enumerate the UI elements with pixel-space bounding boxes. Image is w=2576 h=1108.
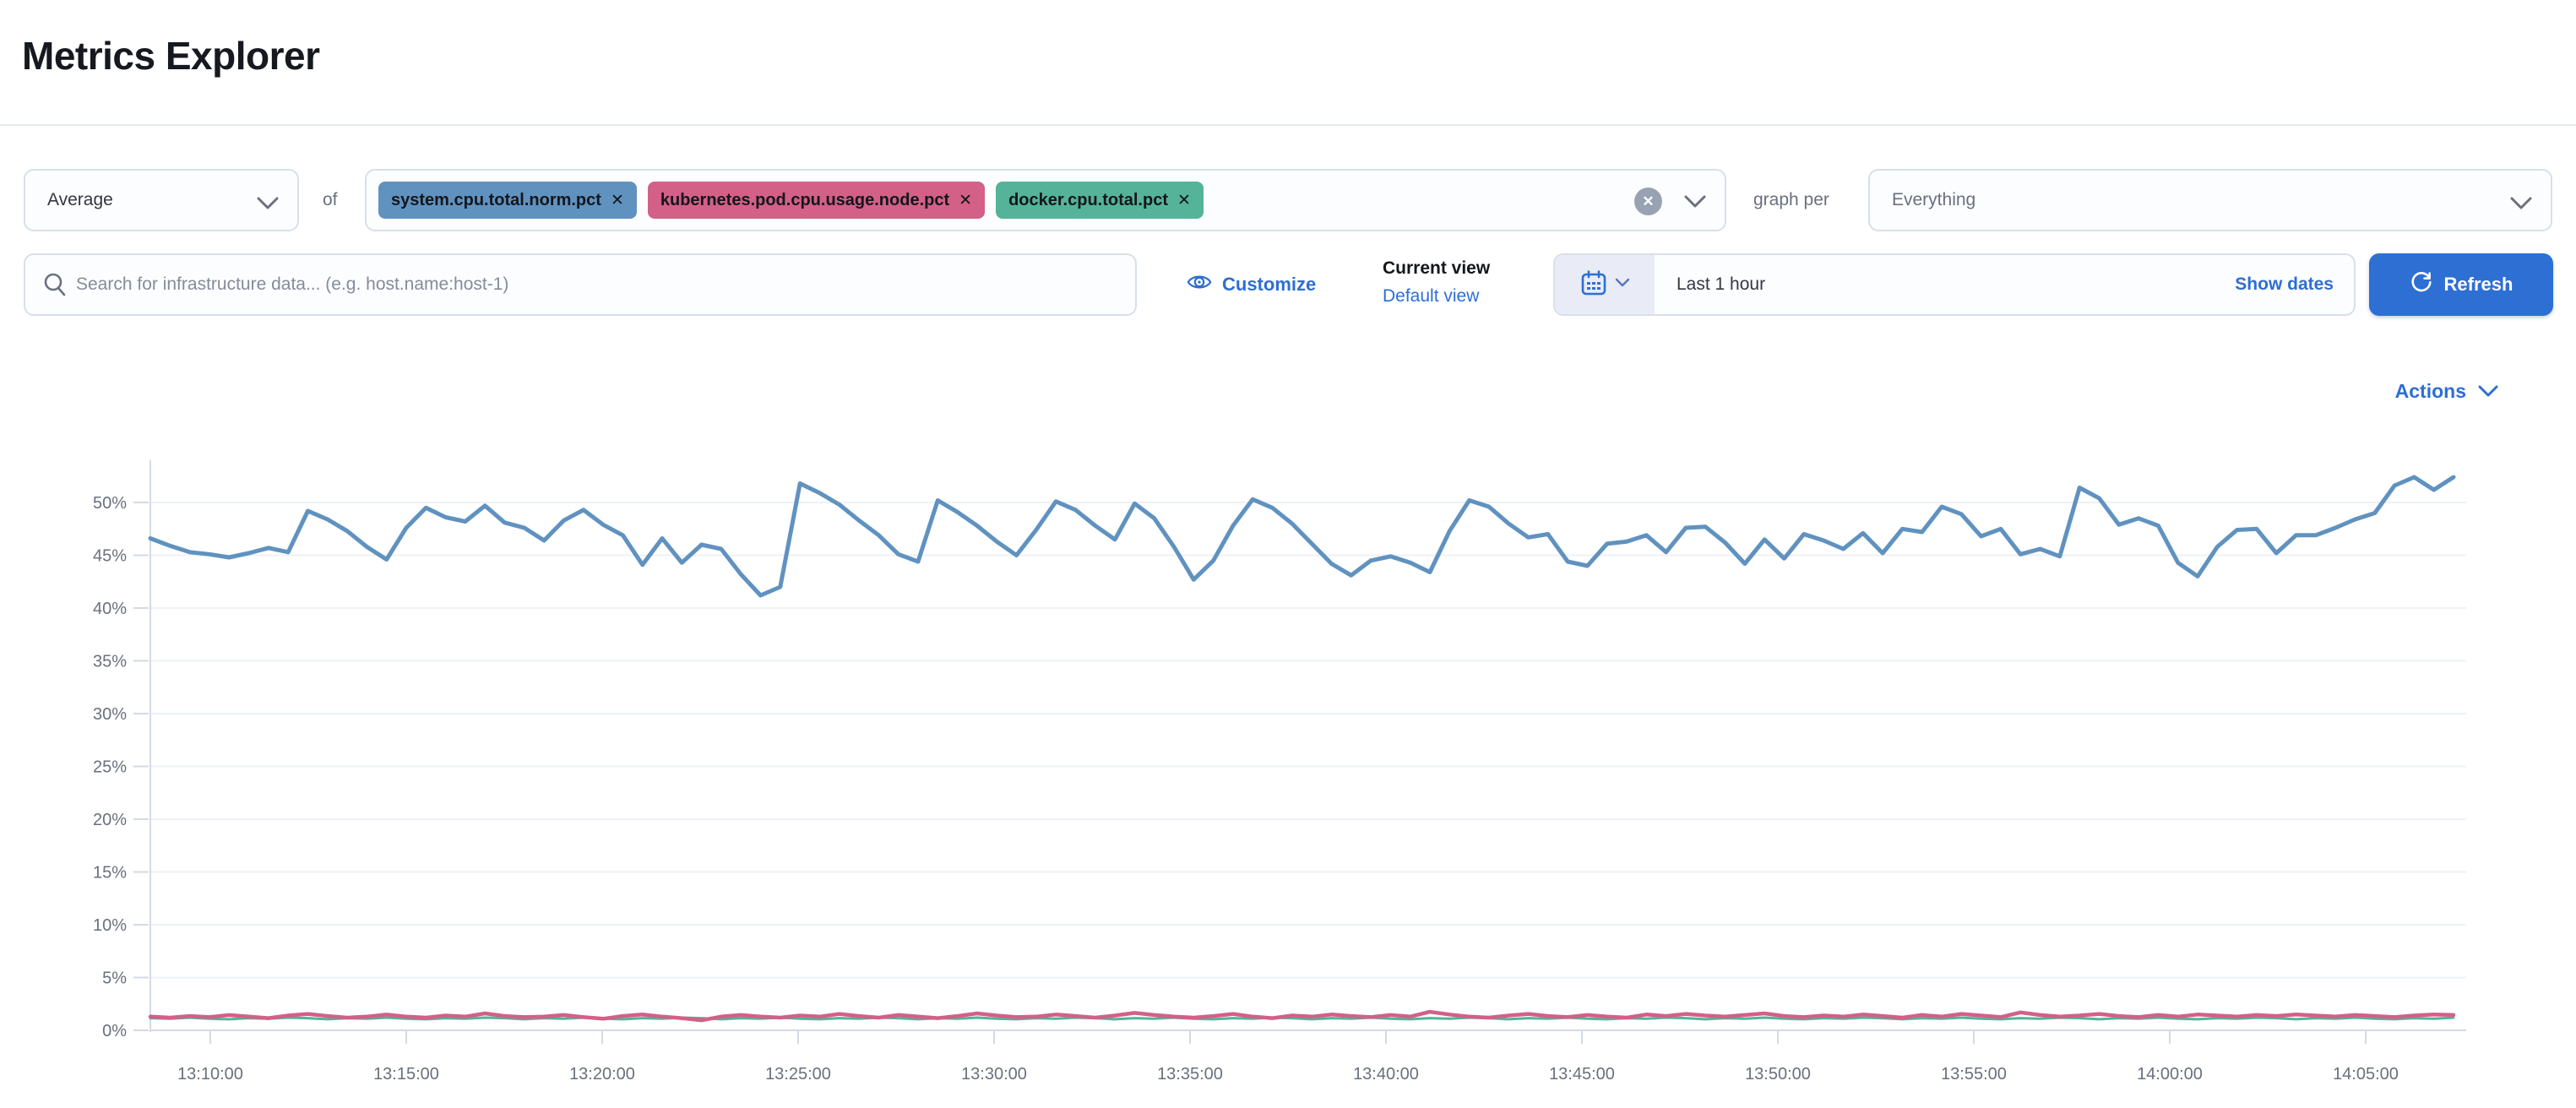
show-dates-link[interactable]: Show dates bbox=[2235, 274, 2334, 294]
metrics-combobox[interactable]: system.cpu.total.norm.pct ✕ kubernetes.p… bbox=[365, 169, 1726, 231]
metric-badge-label: system.cpu.total.norm.pct bbox=[391, 190, 601, 209]
metric-badge[interactable]: kubernetes.pod.cpu.usage.node.pct ✕ bbox=[647, 182, 986, 219]
refresh-icon bbox=[2410, 270, 2433, 299]
query-toolbar: Customize Current view Default view Last… bbox=[0, 253, 2576, 316]
svg-text:13:50:00: 13:50:00 bbox=[1745, 1065, 1811, 1084]
chevron-down-icon bbox=[257, 195, 279, 215]
svg-text:13:30:00: 13:30:00 bbox=[961, 1065, 1027, 1084]
time-range-value[interactable]: Last 1 hour bbox=[1677, 274, 1766, 294]
actions-menu-button[interactable]: Actions bbox=[2395, 380, 2498, 403]
svg-text:35%: 35% bbox=[93, 653, 127, 671]
svg-text:13:15:00: 13:15:00 bbox=[373, 1065, 439, 1084]
chevron-down-icon[interactable] bbox=[1684, 195, 1706, 213]
svg-text:25%: 25% bbox=[93, 758, 127, 777]
svg-text:15%: 15% bbox=[93, 864, 127, 883]
graph-per-value: Everything bbox=[1892, 190, 1976, 209]
svg-text:30%: 30% bbox=[93, 705, 127, 724]
page-title: Metrics Explorer bbox=[22, 33, 320, 78]
customize-button[interactable]: Customize bbox=[1187, 253, 1316, 316]
view-labels: Current view Default view bbox=[1383, 255, 1552, 311]
time-picker[interactable]: Last 1 hour Show dates bbox=[1553, 253, 2356, 316]
svg-text:14:05:00: 14:05:00 bbox=[2333, 1065, 2399, 1084]
chevron-down-icon bbox=[1615, 277, 1630, 292]
remove-metric-icon[interactable]: ✕ bbox=[1177, 191, 1191, 209]
svg-text:10%: 10% bbox=[93, 916, 127, 935]
svg-text:45%: 45% bbox=[93, 547, 127, 566]
svg-text:13:25:00: 13:25:00 bbox=[765, 1065, 831, 1084]
time-picker-quick-menu[interactable] bbox=[1555, 255, 1655, 314]
svg-text:13:20:00: 13:20:00 bbox=[569, 1065, 635, 1084]
graph-per-select[interactable]: Everything bbox=[1868, 169, 2552, 231]
current-view-label: Current view bbox=[1383, 258, 1491, 278]
remove-metric-icon[interactable]: ✕ bbox=[610, 191, 624, 209]
svg-text:20%: 20% bbox=[93, 811, 127, 829]
refresh-button[interactable]: Refresh bbox=[2369, 253, 2553, 316]
metric-badge[interactable]: system.cpu.total.norm.pct ✕ bbox=[378, 182, 637, 219]
svg-text:14:00:00: 14:00:00 bbox=[2137, 1065, 2203, 1084]
aggregation-select[interactable]: Average bbox=[24, 169, 299, 231]
svg-text:40%: 40% bbox=[93, 600, 127, 618]
chevron-down-icon bbox=[2510, 195, 2532, 215]
search-box[interactable] bbox=[24, 253, 1137, 316]
of-label: of bbox=[323, 190, 338, 209]
search-icon bbox=[42, 272, 68, 297]
svg-text:0%: 0% bbox=[102, 1022, 127, 1040]
refresh-label: Refresh bbox=[2443, 274, 2514, 295]
chevron-down-icon bbox=[2478, 380, 2498, 403]
search-input[interactable] bbox=[74, 274, 1135, 296]
metric-badge-label: docker.cpu.total.pct bbox=[1008, 190, 1168, 209]
customize-label: Customize bbox=[1222, 274, 1317, 295]
metric-toolbar: Average of system.cpu.total.norm.pct ✕ k… bbox=[0, 169, 2576, 231]
metric-badge[interactable]: docker.cpu.total.pct ✕ bbox=[996, 182, 1204, 219]
eye-icon bbox=[1187, 269, 1212, 300]
svg-text:50%: 50% bbox=[93, 494, 127, 513]
actions-label: Actions bbox=[2394, 380, 2466, 402]
aggregation-value: Average bbox=[47, 190, 113, 209]
svg-text:13:35:00: 13:35:00 bbox=[1157, 1065, 1223, 1084]
metric-badge-label: kubernetes.pod.cpu.usage.node.pct bbox=[660, 190, 950, 209]
clear-all-icon[interactable]: ✕ bbox=[1634, 187, 1662, 215]
graph-per-label: graph per bbox=[1753, 190, 1829, 209]
remove-metric-icon[interactable]: ✕ bbox=[959, 191, 973, 209]
svg-text:13:45:00: 13:45:00 bbox=[1549, 1065, 1615, 1084]
svg-text:13:40:00: 13:40:00 bbox=[1353, 1065, 1419, 1084]
svg-text:5%: 5% bbox=[102, 970, 127, 988]
default-view-link[interactable]: Default view bbox=[1383, 286, 1480, 306]
svg-text:13:55:00: 13:55:00 bbox=[1941, 1065, 2007, 1084]
header-divider bbox=[0, 124, 2576, 126]
svg-text:13:10:00: 13:10:00 bbox=[177, 1065, 243, 1084]
calendar-icon bbox=[1579, 269, 1608, 301]
